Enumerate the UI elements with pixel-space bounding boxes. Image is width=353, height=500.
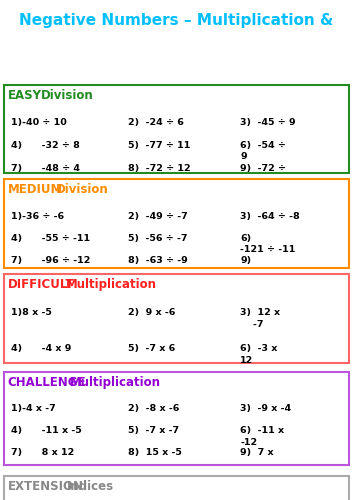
Text: 9)  -72 ÷: 9) -72 ÷ [240,164,286,172]
Text: 5)  -56 ÷ -7: 5) -56 ÷ -7 [128,234,188,242]
Text: 7)      -96 ÷ -12: 7) -96 ÷ -12 [11,256,90,264]
Text: 7)      8 x 12: 7) 8 x 12 [11,448,74,458]
FancyBboxPatch shape [4,476,349,500]
Text: CHALLENGE   Multiplication: CHALLENGE Multiplication [8,376,190,389]
Text: 1)-40 ÷ 10: 1)-40 ÷ 10 [11,118,67,126]
Text: 6)  -54 ÷
9: 6) -54 ÷ 9 [240,140,286,162]
Text: 4)      -55 ÷ -11: 4) -55 ÷ -11 [11,234,90,242]
Text: 8)  15 x -5: 8) 15 x -5 [128,448,182,458]
Text: 1)-36 ÷ -6: 1)-36 ÷ -6 [11,212,64,220]
Text: 3)  12 x
    -7: 3) 12 x -7 [240,308,280,329]
Text: 5)  -7 x -7: 5) -7 x -7 [128,426,179,436]
FancyBboxPatch shape [4,372,349,465]
Text: EXTENSION: EXTENSION [8,480,84,493]
Text: 1)-4 x -7: 1)-4 x -7 [11,404,56,413]
Text: 8)  -63 ÷ -9: 8) -63 ÷ -9 [128,256,188,264]
Text: 4)      -11 x -5: 4) -11 x -5 [11,426,82,436]
Text: 2)  -49 ÷ -7: 2) -49 ÷ -7 [128,212,188,220]
Text: 3)  -9 x -4: 3) -9 x -4 [240,404,292,413]
Text: Multiplication: Multiplication [66,278,157,291]
Text: 2)  -24 ÷ 6: 2) -24 ÷ 6 [128,118,184,126]
FancyBboxPatch shape [4,274,349,363]
Text: 3)  -64 ÷ -8: 3) -64 ÷ -8 [240,212,300,220]
Text: Indices: Indices [67,480,114,493]
Text: EXTENSION   Indices: EXTENSION Indices [8,480,143,493]
FancyBboxPatch shape [4,85,349,172]
Text: MEDIUM: MEDIUM [8,183,63,196]
Text: 7)      -48 ÷ 4: 7) -48 ÷ 4 [11,164,80,172]
Text: Division: Division [41,89,94,102]
Text: DIFFICULT: DIFFICULT [8,278,74,291]
Text: 1)8 x -5: 1)8 x -5 [11,308,52,317]
Text: Negative Numbers – Multiplication &: Negative Numbers – Multiplication & [19,12,334,28]
Text: 4)      -4 x 9: 4) -4 x 9 [11,344,72,353]
Text: 9)  7 x: 9) 7 x [240,448,274,458]
Text: 5)  -77 ÷ 11: 5) -77 ÷ 11 [128,140,191,149]
Text: 6)  -3 x
12: 6) -3 x 12 [240,344,278,365]
Text: 8)  -72 ÷ 12: 8) -72 ÷ 12 [128,164,191,172]
Text: 5)  -7 x 6: 5) -7 x 6 [128,344,175,353]
Text: DIFFICULT Multiplication: DIFFICULT Multiplication [8,278,169,291]
Text: MEDIUM         Division: MEDIUM Division [8,183,153,196]
Text: 9): 9) [240,256,251,264]
Text: Division: Division [55,183,108,196]
Text: 4)      -32 ÷ 8: 4) -32 ÷ 8 [11,140,80,149]
FancyBboxPatch shape [4,179,349,268]
Text: 2)  9 x -6: 2) 9 x -6 [128,308,176,317]
Text: 6)
-121 ÷ -11: 6) -121 ÷ -11 [240,234,296,254]
Text: 3)  -45 ÷ 9: 3) -45 ÷ 9 [240,118,296,126]
Text: 6)  -11 x
-12: 6) -11 x -12 [240,426,285,448]
Text: EASY      Division: EASY Division [8,89,119,102]
Text: EASY: EASY [8,89,42,102]
Text: CHALLENGE: CHALLENGE [8,376,86,389]
Text: 2)  -8 x -6: 2) -8 x -6 [128,404,180,413]
Text: Multiplication: Multiplication [70,376,161,389]
